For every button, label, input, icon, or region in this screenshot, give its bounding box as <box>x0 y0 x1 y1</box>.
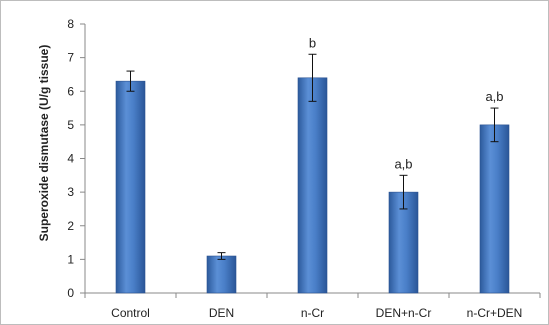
y-axis-title-group: Superoxide dismutase (U/g tissue) <box>37 45 51 242</box>
y-tick-label: 4 <box>67 152 74 166</box>
significance-label: a,b <box>394 156 412 171</box>
x-tick-label: Control <box>111 306 150 320</box>
bar <box>115 80 146 294</box>
y-tick-label: 0 <box>67 286 74 300</box>
y-tick-label: 5 <box>67 118 74 132</box>
y-tick-label: 2 <box>67 219 74 233</box>
y-tick-label: 7 <box>67 51 74 65</box>
y-tick-label: 8 <box>67 17 74 31</box>
x-tick-label: DEN <box>209 306 234 320</box>
bar <box>479 124 510 294</box>
bar <box>297 77 328 294</box>
y-tick-label: 6 <box>67 84 74 98</box>
significance-label: b <box>309 35 316 50</box>
plot-area: 0 1 2 3 4 5 6 7 8 Control DEN n-Cr b DEN+n-Cr a,b n-Cr+… <box>67 17 541 320</box>
x-tick-label: DEN+n-Cr <box>376 306 432 320</box>
significance-label: a,b <box>485 89 503 104</box>
x-tick-label: n-Cr <box>301 306 324 320</box>
bar <box>206 255 237 294</box>
x-tick-label: n-Cr+DEN <box>467 306 523 320</box>
y-tick-label: 1 <box>67 252 74 266</box>
y-tick-label: 3 <box>67 185 74 199</box>
y-axis-title: Superoxide dismutase (U/g tissue) <box>37 45 51 242</box>
